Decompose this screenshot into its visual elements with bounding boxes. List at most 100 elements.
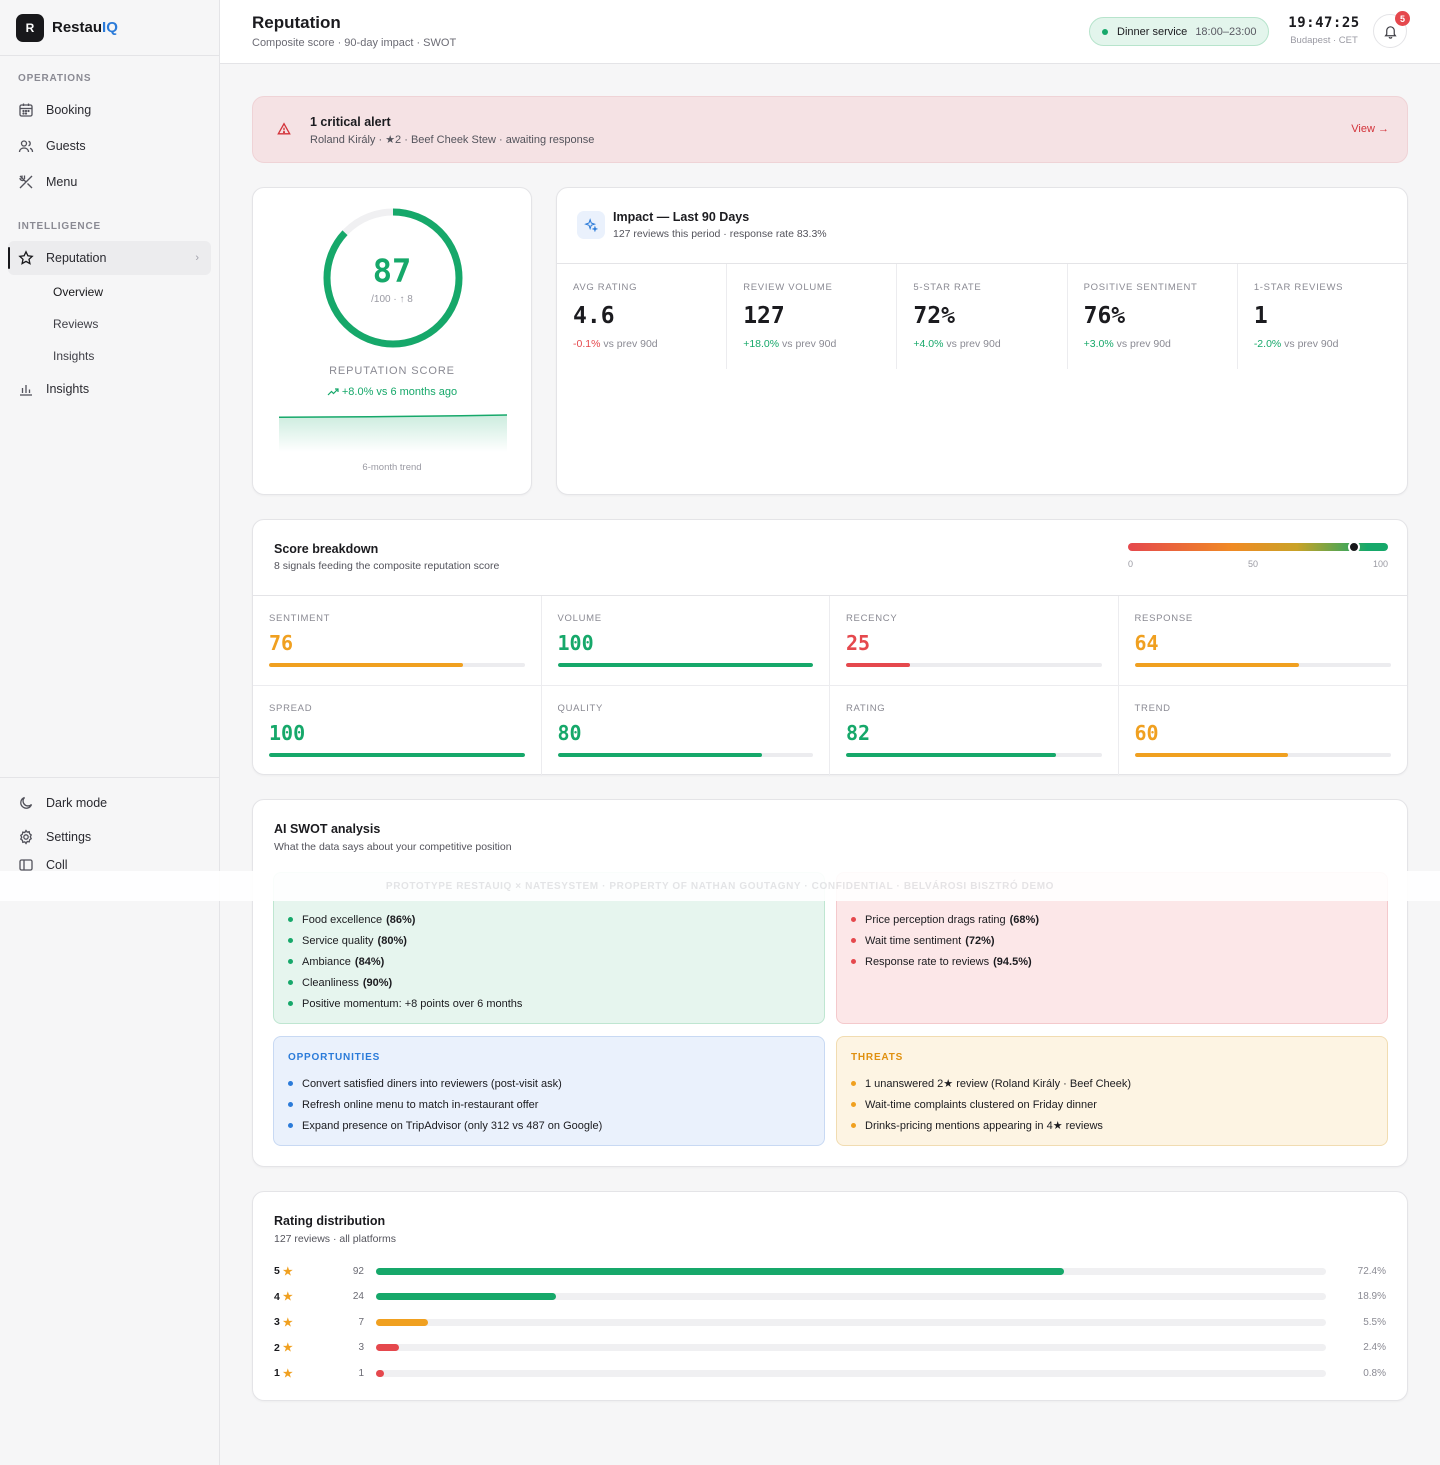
sidebar-item-label: Menu xyxy=(46,175,78,189)
service-status-pill[interactable]: Dinner service 18:00–23:00 xyxy=(1089,17,1269,46)
sidebar-subitem-reviews[interactable]: Reviews xyxy=(53,317,99,331)
score-gauge: 0 50 100 xyxy=(1128,541,1388,569)
nav-section-operations: OPERATIONS xyxy=(18,73,92,84)
sidebar-item-reputation[interactable]: Reputation › xyxy=(8,241,211,275)
bell-icon xyxy=(1383,25,1397,39)
sidebar-item-settings[interactable]: Settings xyxy=(0,820,219,854)
sparkle-icon xyxy=(577,211,605,239)
sidebar-item-guests[interactable]: Guests xyxy=(0,129,219,163)
distribution-row-2-star: 2 ★ 3 2.4% xyxy=(274,1341,1386,1355)
bar-chart-icon xyxy=(20,385,32,396)
sidebar-subitem-insights[interactable]: Insights xyxy=(53,349,95,363)
score-out-of: /100 · ↑ 8 xyxy=(371,294,413,305)
signal-track xyxy=(557,753,813,757)
top-header: Reputation Composite score · 90-day impa… xyxy=(220,0,1440,64)
clock-timezone: Budapest · CET xyxy=(1290,35,1358,46)
rating-bar-fill xyxy=(376,1344,399,1351)
rating-bar-track xyxy=(376,1369,1326,1377)
rating-count: 7 xyxy=(358,1316,364,1328)
swot-item: Ambiance (84%) xyxy=(288,951,810,972)
star-icon xyxy=(18,250,34,265)
sidebar: R RestauIQ OPERATIONS Booking Guests Men… xyxy=(0,0,220,1465)
signal-sentiment: SENTIMENT 76 xyxy=(253,596,542,686)
signal-rating: RATING 82 xyxy=(830,686,1119,776)
rating-distribution-card: Rating distribution 127 reviews · all pl… xyxy=(252,1191,1408,1401)
rating-bar-fill xyxy=(376,1318,429,1326)
star-icon: ★ xyxy=(282,1367,293,1380)
signal-value: 60 xyxy=(1134,721,1159,745)
sidebar-item-menu[interactable]: Menu xyxy=(0,165,219,199)
notifications-button[interactable]: 5 xyxy=(1373,11,1410,48)
swot-opportunities: OPPORTUNITIES Convert satisfied diners i… xyxy=(273,1036,825,1146)
brand-name: RestauIQ xyxy=(52,19,118,36)
swot-threats-list: 1 unanswered 2★ review (Roland Király · … xyxy=(851,1073,1373,1136)
signal-label: VOLUME xyxy=(557,613,602,624)
signal-volume: VOLUME 100 xyxy=(541,596,830,686)
signal-spread: SPREAD 100 xyxy=(253,686,542,776)
sidebar-item-label: Coll xyxy=(46,858,68,872)
alert-view-link[interactable]: View → xyxy=(1351,123,1389,135)
swot-threats-head: THREATS xyxy=(851,1052,904,1063)
stat-review-volume: REVIEW VOLUME 127 +18.0% vs prev 90d xyxy=(727,264,898,369)
rating-percent: 72.4% xyxy=(1357,1265,1386,1277)
reputation-score-card: 87 /100 · ↑ 8 REPUTATION SCORE +8.0% vs … xyxy=(252,187,532,495)
star-rating-label: 1 ★ xyxy=(274,1367,293,1380)
rating-bar-fill xyxy=(376,1293,556,1300)
rating-bar-track xyxy=(376,1318,1326,1326)
signal-fill xyxy=(1134,753,1289,757)
swot-item: Positive momentum: +8 points over 6 mont… xyxy=(288,993,810,1014)
service-hours: 18:00–23:00 xyxy=(1195,25,1257,38)
signal-label: QUALITY xyxy=(557,703,604,714)
rating-percent: 2.4% xyxy=(1363,1342,1386,1353)
score-change: +8.0% vs 6 months ago xyxy=(253,386,531,398)
star-icon: ★ xyxy=(282,1342,293,1354)
rating-percent: 5.5% xyxy=(1363,1316,1386,1328)
nav-section-intelligence: INTELLIGENCE xyxy=(18,221,101,232)
swot-item: Wait-time complaints clustered on Friday… xyxy=(851,1094,1373,1115)
alert-title: 1 critical alert xyxy=(310,115,391,129)
impact-subtitle: 127 reviews this period · response rate … xyxy=(613,228,827,240)
trend-line xyxy=(279,414,507,419)
rating-count: 24 xyxy=(352,1291,364,1302)
trend-up-icon xyxy=(327,388,339,396)
warning-icon xyxy=(277,122,291,135)
users-icon xyxy=(18,140,34,153)
trend-area xyxy=(279,415,507,452)
service-label: Dinner service xyxy=(1117,25,1188,38)
swot-subtitle: What the data says about your competitiv… xyxy=(274,841,512,853)
signal-fill xyxy=(269,753,525,757)
critical-alert-banner: 1 critical alert Roland Király · ★2 · Be… xyxy=(252,96,1408,163)
sidebar-subitem-overview[interactable]: Overview xyxy=(53,285,104,299)
signal-track xyxy=(269,753,525,757)
stat-one-star-reviews: 1-STAR REVIEWS 1 -2.0% vs prev 90d xyxy=(1253,282,1344,350)
dark-mode-toggle[interactable]: Dark mode xyxy=(0,786,219,820)
swot-weaknesses-list: Price perception drags rating (68%) Wait t… xyxy=(851,909,1373,972)
star-icon: ★ xyxy=(282,1291,293,1303)
sidebar-item-booking[interactable]: Booking xyxy=(0,93,219,127)
signal-fill xyxy=(269,663,464,667)
signal-track xyxy=(846,663,1102,667)
impact-title: Impact — Last 90 Days xyxy=(613,210,750,224)
sidebar-item-label: Reputation xyxy=(46,251,107,265)
sidebar-item-collapse[interactable]: Coll xyxy=(0,854,219,876)
swot-title: AI SWOT analysis xyxy=(274,822,381,836)
sidebar-footer: Dark mode Settings Coll xyxy=(0,777,219,876)
rating-bar-track xyxy=(376,1267,1326,1275)
signal-value: 100 xyxy=(557,631,594,655)
rating-bar-fill xyxy=(376,1267,1064,1275)
signal-fill xyxy=(1134,663,1299,667)
swot-item: 1 unanswered 2★ review (Roland Király · … xyxy=(851,1073,1373,1094)
moon-icon xyxy=(20,796,33,809)
brand[interactable]: R RestauIQ xyxy=(0,0,219,56)
stat-five-star-rate: 5-STAR RATE 72% +4.0% vs prev 90d xyxy=(897,264,1068,369)
sidebar-item-label: Booking xyxy=(46,103,92,117)
sidebar-item-insights[interactable]: Insights xyxy=(0,372,219,406)
rating-bar-fill xyxy=(376,1369,384,1377)
signal-fill xyxy=(557,753,762,757)
distribution-subtitle: 127 reviews · all platforms xyxy=(274,1233,396,1245)
rating-bar-track xyxy=(376,1344,1326,1351)
page-subtitle: Composite score · 90-day impact · SWOT xyxy=(252,37,457,49)
signal-fill xyxy=(846,753,1056,757)
breakdown-subtitle: 8 signals feeding the composite reputati… xyxy=(274,560,500,572)
signal-quality: QUALITY 80 xyxy=(542,686,830,776)
